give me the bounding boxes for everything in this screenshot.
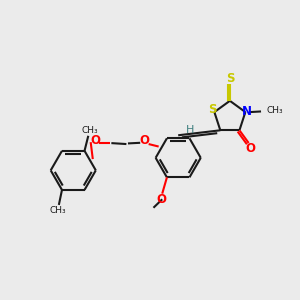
Text: CH₃: CH₃ <box>267 106 283 115</box>
Text: CH₃: CH₃ <box>50 206 67 215</box>
Text: O: O <box>90 134 100 147</box>
Text: S: S <box>208 103 217 116</box>
Text: H: H <box>186 125 195 135</box>
Text: N: N <box>242 105 252 118</box>
Text: S: S <box>226 72 235 86</box>
Text: O: O <box>245 142 256 155</box>
Text: O: O <box>140 134 150 147</box>
Text: O: O <box>157 194 166 206</box>
Text: CH₃: CH₃ <box>81 126 98 135</box>
